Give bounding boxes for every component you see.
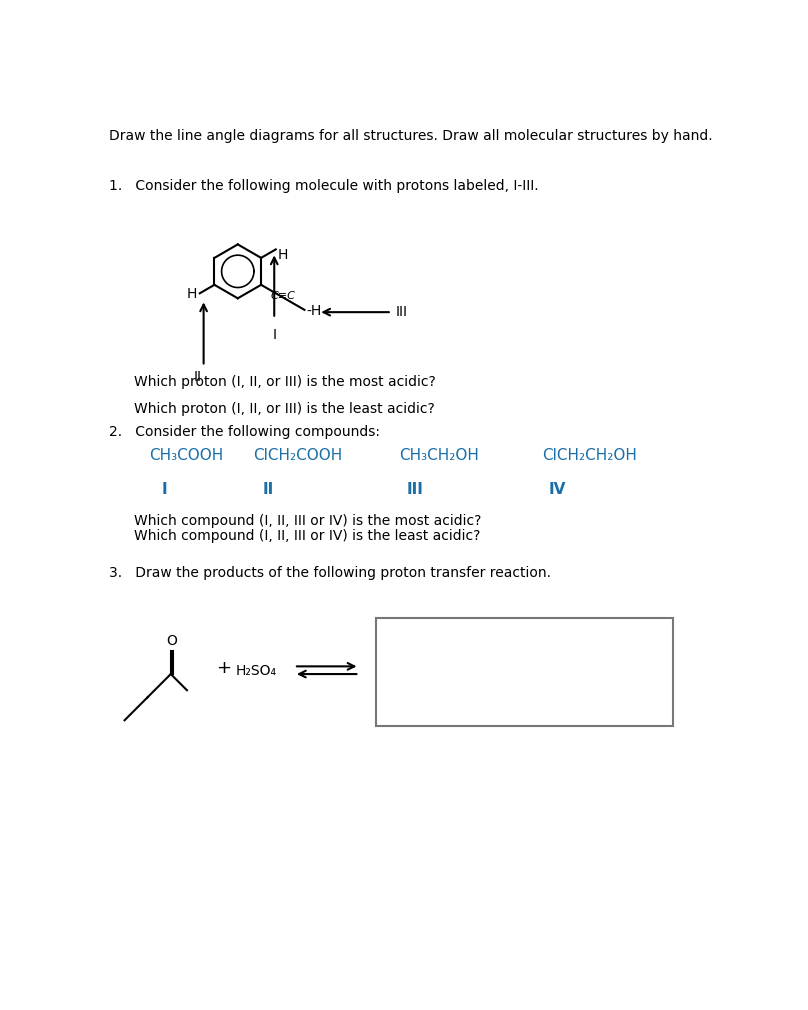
Text: C≡C: C≡C	[271, 291, 295, 301]
Text: III: III	[406, 482, 423, 497]
Text: -H: -H	[306, 304, 322, 317]
Text: Which compound (I, II, III or IV) is the most acidic?: Which compound (I, II, III or IV) is the…	[134, 514, 482, 528]
Text: H: H	[277, 247, 288, 262]
Text: I: I	[162, 482, 167, 497]
Text: Which proton (I, II, or III) is the least acidic?: Which proton (I, II, or III) is the leas…	[134, 402, 435, 416]
Text: ClCH₂COOH: ClCH₂COOH	[253, 448, 343, 464]
Text: O: O	[166, 634, 177, 647]
Text: Which compound (I, II, III or IV) is the least acidic?: Which compound (I, II, III or IV) is the…	[134, 529, 480, 543]
Text: IV: IV	[549, 482, 566, 497]
Text: 3.   Draw the products of the following proton transfer reaction.: 3. Draw the products of the following pr…	[109, 567, 551, 581]
Text: Which proton (I, II, or III) is the most acidic?: Which proton (I, II, or III) is the most…	[134, 376, 436, 389]
Text: III: III	[396, 305, 407, 319]
Text: CH₃CH₂OH: CH₃CH₂OH	[399, 448, 479, 464]
Text: ClCH₂CH₂OH: ClCH₂CH₂OH	[542, 448, 637, 464]
Text: H₂SO₄: H₂SO₄	[235, 664, 276, 678]
Text: 1.   Consider the following molecule with protons labeled, I-III.: 1. Consider the following molecule with …	[109, 179, 539, 193]
Text: CH₃COOH: CH₃COOH	[149, 448, 224, 464]
Text: 2.   Consider the following compounds:: 2. Consider the following compounds:	[109, 425, 381, 439]
Text: H: H	[187, 287, 196, 301]
Text: II: II	[193, 371, 201, 384]
Text: I: I	[272, 328, 276, 342]
Text: Draw the line angle diagrams for all structures. Draw all molecular structures b: Draw the line angle diagrams for all str…	[109, 129, 713, 142]
Bar	[377, 618, 673, 725]
Text: +: +	[216, 659, 230, 677]
Text: II: II	[263, 482, 274, 497]
